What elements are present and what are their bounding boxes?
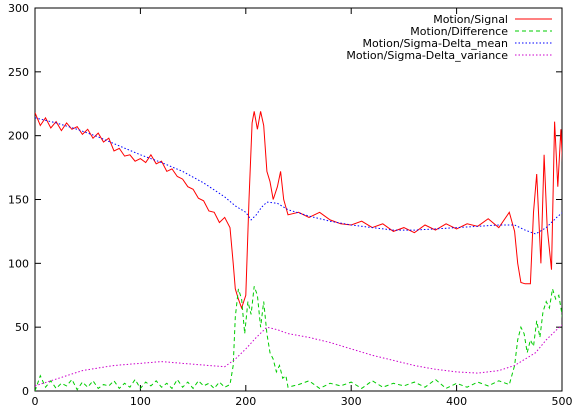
x-tick-label: 400: [446, 395, 467, 408]
axis-ticks: 0 100 200 300 400 500 0 50 100 150 200 250 300: [8, 2, 572, 408]
x-tick-label: 100: [130, 395, 151, 408]
x-tick-label: 200: [235, 395, 256, 408]
legend-label-2: Motion/Difference: [410, 25, 508, 38]
legend-label-4: Motion/Sigma-Delta_variance: [346, 49, 508, 62]
y-tick-label: 50: [15, 321, 29, 334]
y-tick-label: 300: [8, 2, 29, 15]
legend-label-3: Motion/Sigma-Delta_mean: [363, 37, 509, 50]
x-tick-label: 0: [32, 395, 39, 408]
series-line-2: [35, 286, 562, 391]
series-line-3: [35, 117, 562, 235]
series-layer: [35, 111, 562, 391]
y-tick-label: 150: [8, 194, 29, 207]
legend: Motion/SignalMotion/DifferenceMotion/Sig…: [346, 13, 552, 62]
y-tick-label: 0: [22, 385, 29, 398]
series-line-1: [35, 111, 562, 310]
y-tick-label: 250: [8, 66, 29, 79]
legend-label-1: Motion/Signal: [433, 13, 508, 26]
x-tick-label: 500: [552, 395, 572, 408]
y-tick-label: 200: [8, 130, 29, 143]
plot-frame: [34, 7, 563, 392]
x-tick-label: 300: [341, 395, 362, 408]
y-tick-label: 100: [8, 257, 29, 270]
series-line-4: [35, 324, 562, 387]
